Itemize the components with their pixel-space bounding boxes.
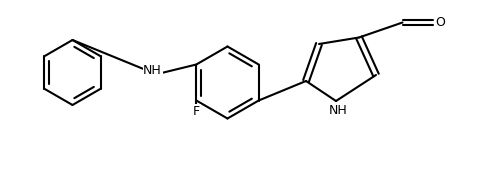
Text: NH: NH [329,104,348,117]
Text: F: F [193,105,200,118]
Text: NH: NH [143,65,162,78]
Text: O: O [435,16,445,29]
